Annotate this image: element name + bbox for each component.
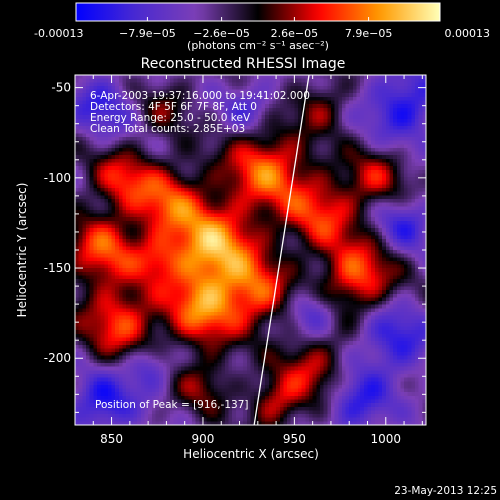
chart-title: Reconstructed RHESSI Image	[141, 56, 346, 72]
colorbar-tick-label: -0.00013	[34, 27, 83, 40]
y-tick-label: -100	[44, 171, 71, 185]
y-tick-label: -50	[51, 81, 71, 95]
x-tick-label: 900	[192, 432, 215, 446]
solar-limb-line	[253, 74, 310, 426]
plot-area: 6-Apr-2003 19:37:16.000 to 19:41:02.000 …	[74, 74, 427, 426]
annotation-time-range: 6-Apr-2003 19:37:16.000 to 19:41:02.000	[90, 90, 310, 102]
colorbar-unit-label: (photons cm⁻² s⁻¹ asec⁻²)	[187, 39, 329, 52]
colorbar-tick-label: −7.9e−05	[119, 27, 176, 40]
x-axis-label: Heliocentric X (arcsec)	[183, 447, 319, 461]
colorbar-tick-label: 7.9e−05	[345, 27, 392, 40]
y-tick-label: -200	[44, 351, 71, 365]
peak-position-label: Position of Peak = [916,-137]	[95, 399, 249, 411]
footer-date: 23-May-2013 12:25	[394, 485, 497, 497]
colorbar-tick-label: 0.00013	[445, 27, 491, 40]
colorbar-tick-labels: -0.00013 −7.9e−05 −2.6e−05 2.6e−05 7.9e−05 0.…	[34, 27, 490, 40]
annotation-clean-counts: Clean Total counts: 2.85E+03	[90, 123, 245, 135]
colorbar-tick-label: 2.6e−05	[271, 27, 318, 40]
y-axis-ticks: -50 -100 -150 -200	[44, 81, 426, 413]
annotation-energy-range: Energy Range: 25.0 - 50.0 keV	[90, 112, 251, 124]
heatmap-image	[75, 75, 426, 425]
colorbar-tick-label: −2.6e−05	[193, 27, 250, 40]
x-tick-label: 950	[283, 432, 306, 446]
x-tick-label: 850	[100, 432, 123, 446]
y-axis-label: Heliocentric Y (arcsec)	[15, 183, 29, 318]
colorbar: -0.00013 −7.9e−05 −2.6e−05 2.6e−05 7.9e−05 0.…	[34, 2, 490, 52]
colorbar-gradient	[75, 2, 441, 22]
y-tick-label: -150	[44, 261, 71, 275]
colorbar-ticks	[75, 17, 441, 21]
x-tick-label: 1000	[371, 432, 402, 446]
x-axis-ticks: 850 900 950 1000	[74, 75, 423, 446]
annotation-detectors: Detectors: 4F 5F 6F 7F 8F, Att 0	[90, 101, 257, 113]
